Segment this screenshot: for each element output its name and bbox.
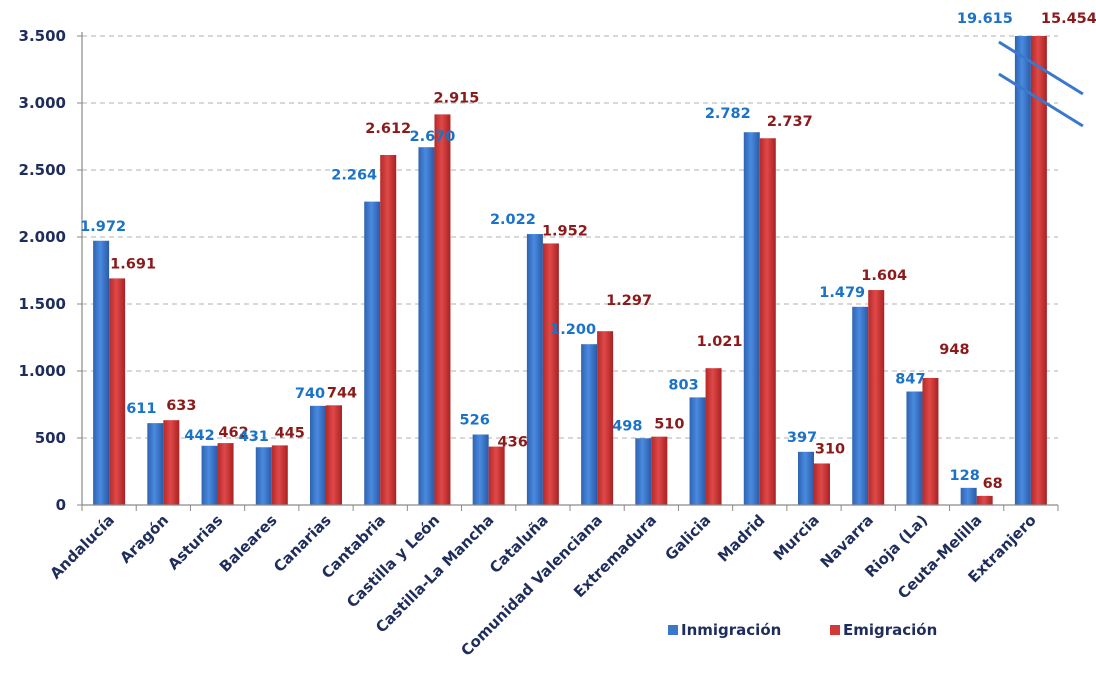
legend-label-inmigracion: Inmigración [681, 621, 781, 639]
data-label-inmigracion: 611 [126, 401, 156, 417]
data-label-inmigracion: 2.022 [490, 212, 536, 228]
grid [82, 35, 1058, 439]
data-label-inmigracion: 431 [239, 429, 269, 445]
bar-emigracion-andalucia [109, 278, 126, 505]
bar-inmigracion-canarias [310, 405, 326, 505]
bar-emigracion-extranjero [1030, 36, 1047, 505]
data-label-emigracion: 1.021 [697, 334, 743, 350]
bar-emigracion-comunidad-valenciana [597, 331, 614, 505]
bar-emigracion-castilla-la-mancha [488, 446, 505, 505]
bar-emigracion-castilla-y-leon [434, 114, 451, 505]
data-label-emigracion: 1.297 [606, 293, 652, 309]
data-label-inmigracion: 1.972 [80, 219, 126, 235]
bar-emigracion-canarias [326, 405, 342, 505]
bar-emigracion-ceuta-melilla [976, 495, 993, 505]
data-label-inmigracion: 2.264 [331, 168, 377, 184]
bar-emigracion-cataluna [542, 243, 559, 505]
data-label-inmigracion: 526 [460, 413, 490, 429]
data-label-emigracion: 1.691 [110, 256, 156, 272]
y-tick-label: 3.000 [19, 94, 66, 112]
data-label-emigracion: 445 [275, 425, 305, 441]
data-label-emigracion: 436 [498, 435, 528, 451]
bar-inmigracion-extremadura [635, 438, 652, 505]
bar-inmigracion-comunidad-valenciana [581, 344, 598, 505]
data-label-emigracion: 1.604 [861, 268, 907, 284]
bar-inmigracion-andalucia [93, 240, 110, 505]
bar-inmigracion-baleares [255, 447, 272, 505]
bar-inmigracion-murcia [798, 451, 814, 505]
bar-emigracion-asturias [217, 443, 234, 505]
data-label-inmigracion: 803 [668, 377, 698, 393]
bar-inmigracion-madrid [743, 132, 760, 505]
bar-inmigracion-cantabria [364, 201, 381, 505]
data-label-inmigracion: 442 [184, 428, 214, 444]
data-label-inmigracion: 847 [895, 372, 925, 388]
bar-inmigracion-cataluna [526, 234, 543, 505]
x-tick-label: Murcia [770, 511, 823, 564]
data-label-inmigracion: 740 [295, 386, 325, 402]
y-tick-label: 3.500 [19, 27, 66, 45]
data-label-inmigracion: 397 [787, 430, 817, 446]
bar-inmigracion-asturias [201, 445, 218, 505]
data-label-inmigracion: 498 [612, 418, 642, 434]
data-label-inmigracion: 19.615 [957, 11, 1013, 27]
x-tick-label: Aragón [116, 511, 172, 567]
data-label-emigracion: 633 [166, 398, 196, 414]
data-label-emigracion: 310 [815, 441, 845, 457]
bar-emigracion-cantabria [380, 154, 397, 505]
legend-swatch-inmigracion [668, 625, 678, 635]
y-tick-label: 1.500 [19, 295, 66, 313]
legend: Inmigración Emigración [668, 621, 937, 639]
bar-emigracion-galicia [705, 368, 722, 505]
bars [93, 36, 1084, 505]
x-tick-label: Andalucía [46, 511, 118, 583]
bar-inmigracion-castilla-y-leon [418, 147, 435, 505]
data-label-emigracion: 744 [327, 385, 357, 401]
axis-break-mark [998, 40, 1084, 96]
axis-break-mark [998, 72, 1084, 128]
bar-inmigracion-galicia [689, 397, 706, 505]
y-tick-label: 1.000 [19, 362, 66, 380]
bar-inmigracion-ceuta-melilla [960, 487, 977, 505]
x-tick-label: Madrid [714, 511, 768, 565]
bar-emigracion-murcia [814, 463, 830, 505]
bar-emigracion-madrid [759, 138, 776, 505]
data-label-emigracion: 510 [654, 417, 684, 433]
data-label-emigracion: 2.737 [767, 114, 813, 130]
x-tick-label: Baleares [216, 511, 281, 576]
y-tick-label: 2.500 [19, 161, 66, 179]
bar-inmigracion-navarra [852, 306, 869, 505]
data-label-inmigracion: 1.200 [550, 322, 596, 338]
bar-inmigracion-castilla-la-mancha [472, 434, 489, 505]
bar-emigracion-baleares [271, 445, 288, 505]
x-tick-label: Galicia [661, 511, 714, 564]
data-label-emigracion: 15.454 [1041, 11, 1096, 27]
data-label-emigracion: 1.952 [542, 223, 588, 239]
bar-inmigracion-extranjero [1014, 36, 1031, 505]
bar-emigracion-rioja-la [922, 377, 939, 505]
y-tick-label: 0 [56, 496, 66, 514]
data-label-inmigracion: 2.782 [705, 106, 751, 122]
y-tick-label: 2.000 [19, 228, 66, 246]
data-label-inmigracion: 128 [950, 468, 980, 484]
x-tick-label: Castilla y León [343, 511, 443, 611]
data-label-emigracion: 2.915 [434, 90, 480, 106]
data-label-emigracion: 948 [939, 342, 969, 358]
bar-emigracion-extremadura [651, 436, 668, 505]
legend-label-emigracion: Emigración [843, 621, 937, 639]
bar-inmigracion-rioja-la [906, 391, 923, 505]
data-label-inmigracion: 1.479 [819, 285, 865, 301]
data-label-inmigracion: 2.670 [410, 129, 456, 145]
data-label-emigracion: 2.612 [365, 121, 411, 137]
legend-swatch-emigracion [830, 625, 840, 635]
bar-emigracion-navarra [868, 290, 885, 505]
bar-inmigracion-aragon [147, 423, 164, 505]
data-label-emigracion: 68 [983, 476, 1003, 492]
bar-emigracion-aragon [163, 420, 180, 505]
y-tick-label: 500 [35, 429, 66, 447]
data-label-emigracion: 462 [218, 425, 248, 441]
